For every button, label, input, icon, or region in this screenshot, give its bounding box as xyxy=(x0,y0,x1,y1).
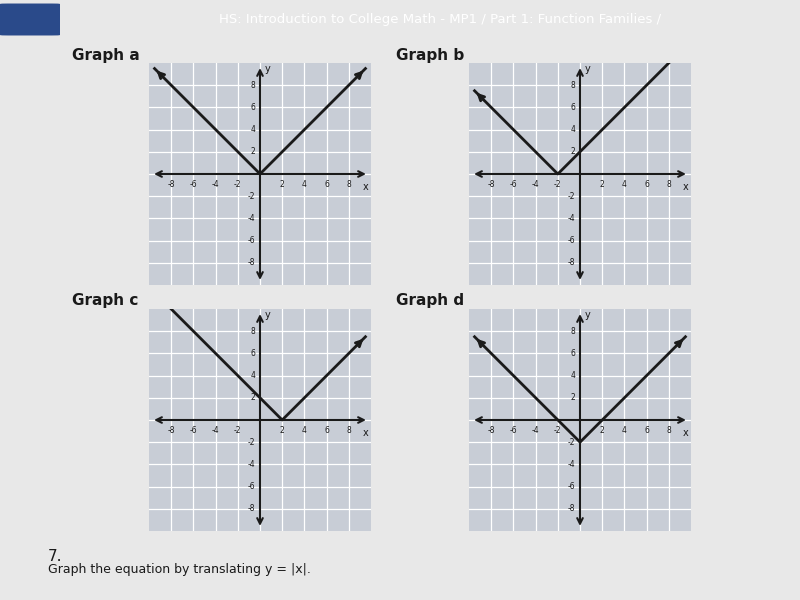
Text: -8: -8 xyxy=(568,258,575,268)
Text: -8: -8 xyxy=(487,425,495,434)
Text: 2: 2 xyxy=(600,425,605,434)
Text: -4: -4 xyxy=(532,179,539,188)
Text: -2: -2 xyxy=(248,191,255,200)
Text: HS: Introduction to College Math - MP1 / Part 1: Function Families /: HS: Introduction to College Math - MP1 /… xyxy=(219,13,661,26)
Text: 8: 8 xyxy=(571,81,575,89)
Text: -4: -4 xyxy=(212,179,219,188)
Text: -4: -4 xyxy=(212,425,219,434)
Text: 2: 2 xyxy=(571,394,575,402)
Text: y: y xyxy=(265,310,270,320)
Text: 8: 8 xyxy=(251,326,255,335)
Text: 2: 2 xyxy=(251,394,255,402)
Text: 6: 6 xyxy=(644,425,649,434)
Text: -8: -8 xyxy=(248,258,255,268)
Text: -6: -6 xyxy=(568,236,575,245)
Text: 6: 6 xyxy=(324,425,329,434)
Text: -2: -2 xyxy=(568,191,575,200)
Text: 6: 6 xyxy=(250,103,255,112)
Text: -2: -2 xyxy=(568,438,575,446)
Text: -8: -8 xyxy=(487,179,495,188)
Text: -6: -6 xyxy=(248,236,255,245)
Text: 8: 8 xyxy=(346,425,351,434)
Text: -4: -4 xyxy=(248,214,255,223)
Text: Graph d: Graph d xyxy=(396,293,464,308)
Text: 8: 8 xyxy=(346,179,351,188)
Text: 2: 2 xyxy=(280,179,285,188)
Text: 8: 8 xyxy=(251,81,255,89)
Text: 4: 4 xyxy=(250,371,255,380)
Text: -4: -4 xyxy=(248,460,255,469)
Text: 8: 8 xyxy=(666,425,671,434)
Text: x: x xyxy=(362,182,368,192)
Text: 4: 4 xyxy=(302,179,307,188)
Text: Graph a: Graph a xyxy=(72,48,140,63)
Text: -6: -6 xyxy=(568,482,575,491)
Text: y: y xyxy=(265,64,270,74)
Text: 6: 6 xyxy=(570,349,575,358)
Text: Graph the equation by translating y = |x|.: Graph the equation by translating y = |x… xyxy=(48,563,311,576)
Text: x: x xyxy=(682,428,688,438)
Text: 7.: 7. xyxy=(48,549,62,564)
Text: Graph c: Graph c xyxy=(72,293,138,308)
Text: -8: -8 xyxy=(568,504,575,514)
Text: -2: -2 xyxy=(234,179,242,188)
Text: -6: -6 xyxy=(510,425,518,434)
Text: -2: -2 xyxy=(554,425,562,434)
Text: -4: -4 xyxy=(568,460,575,469)
Text: 4: 4 xyxy=(622,179,627,188)
Text: -2: -2 xyxy=(234,425,242,434)
Text: x: x xyxy=(682,182,688,192)
Text: -2: -2 xyxy=(248,438,255,446)
Text: 4: 4 xyxy=(570,125,575,134)
Text: 4: 4 xyxy=(250,125,255,134)
Text: 8: 8 xyxy=(571,326,575,335)
Text: 2: 2 xyxy=(280,425,285,434)
Text: y: y xyxy=(585,310,590,320)
Text: -8: -8 xyxy=(248,504,255,514)
Text: -6: -6 xyxy=(190,179,198,188)
Text: 6: 6 xyxy=(324,179,329,188)
Text: -8: -8 xyxy=(167,425,175,434)
Text: -6: -6 xyxy=(510,179,518,188)
Text: 2: 2 xyxy=(251,147,255,156)
Text: 2: 2 xyxy=(600,179,605,188)
Text: 2: 2 xyxy=(571,147,575,156)
Text: x: x xyxy=(362,428,368,438)
Text: 8: 8 xyxy=(666,179,671,188)
Text: 6: 6 xyxy=(644,179,649,188)
Text: y: y xyxy=(585,64,590,74)
Text: -2: -2 xyxy=(554,179,562,188)
Text: 4: 4 xyxy=(622,425,627,434)
Text: 4: 4 xyxy=(302,425,307,434)
Text: Graph b: Graph b xyxy=(396,48,464,63)
Text: -6: -6 xyxy=(248,482,255,491)
Text: 6: 6 xyxy=(570,103,575,112)
Text: -4: -4 xyxy=(568,214,575,223)
Text: 4: 4 xyxy=(570,371,575,380)
FancyBboxPatch shape xyxy=(0,4,60,35)
Text: -4: -4 xyxy=(532,425,539,434)
Text: 6: 6 xyxy=(250,349,255,358)
Text: -6: -6 xyxy=(190,425,198,434)
Text: -8: -8 xyxy=(167,179,175,188)
